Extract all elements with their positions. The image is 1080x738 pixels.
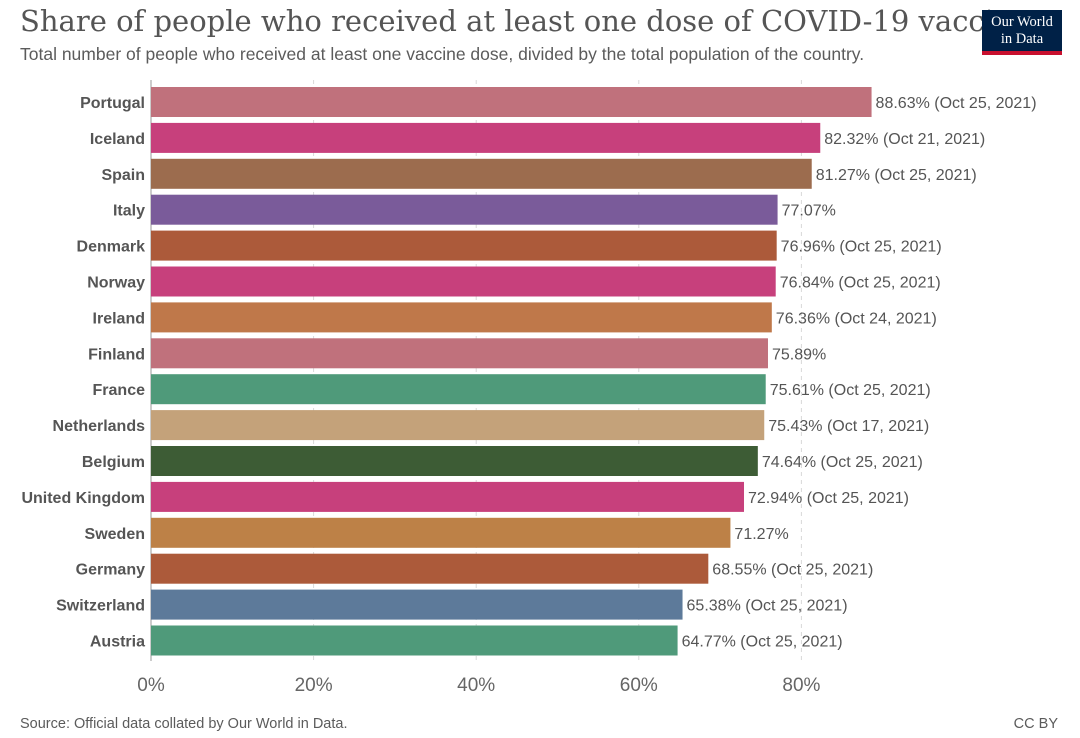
value-label: 82.32% (Oct 21, 2021) (824, 131, 985, 148)
value-label: 76.96% (Oct 25, 2021) (781, 239, 942, 256)
value-label: 65.38% (Oct 25, 2021) (687, 598, 848, 615)
bar[interactable] (151, 87, 872, 117)
bar[interactable] (151, 446, 758, 476)
bar[interactable] (151, 122, 821, 153)
category-label: Spain (101, 167, 145, 184)
value-label: 75.43% (Oct 17, 2021) (768, 418, 929, 435)
category-label: Norway (87, 275, 145, 292)
bar[interactable] (151, 374, 766, 405)
logo-line-2: in Data (1000, 31, 1044, 47)
category-label: Italy (113, 203, 145, 220)
value-label: 76.84% (Oct 25, 2021) (780, 275, 941, 292)
bar[interactable] (151, 338, 768, 369)
category-label: United Kingdom (21, 490, 145, 507)
bar[interactable] (151, 517, 731, 548)
bar-chart: 0% 20% 40% 60% 80% Portugal 88.63% (Oct 25, 20… (21, 80, 1037, 696)
bar[interactable] (151, 194, 778, 225)
bar[interactable] (151, 410, 765, 441)
chart-subtitle: Total number of people who received at l… (20, 44, 865, 64)
bar[interactable] (151, 230, 777, 261)
bar[interactable] (151, 553, 709, 584)
category-label: Denmark (77, 239, 146, 256)
category-label: Portugal (80, 95, 145, 112)
value-label: 75.89% (772, 346, 826, 363)
category-label: Germany (76, 562, 145, 579)
x-tick-label: 80% (782, 675, 820, 696)
bar[interactable] (151, 625, 678, 656)
category-label: Belgium (82, 454, 145, 471)
x-tick-label: 0% (137, 675, 165, 696)
value-label: 81.27% (Oct 25, 2021) (816, 167, 977, 184)
category-label: Finland (88, 346, 145, 363)
category-label: Sweden (85, 526, 145, 543)
value-label: 68.55% (Oct 25, 2021) (712, 562, 873, 579)
value-label: 64.77% (Oct 25, 2021) (682, 634, 843, 651)
logo-line-1: Our World (991, 14, 1053, 30)
category-label: France (93, 382, 146, 399)
category-label: Switzerland (56, 598, 145, 615)
value-label: 71.27% (734, 526, 788, 543)
bar[interactable] (151, 481, 745, 512)
x-tick-label: 60% (620, 675, 658, 696)
value-label: 88.63% (Oct 25, 2021) (876, 95, 1037, 112)
bar[interactable] (151, 158, 812, 189)
value-label: 72.94% (Oct 25, 2021) (748, 490, 909, 507)
value-label: 77.07% (782, 203, 836, 220)
x-tick-label: 40% (457, 675, 495, 696)
bar[interactable] (151, 266, 776, 297)
value-label: 74.64% (Oct 25, 2021) (762, 454, 923, 471)
bar[interactable] (151, 302, 772, 333)
category-label: Ireland (93, 310, 145, 327)
value-label: 76.36% (Oct 24, 2021) (776, 310, 937, 327)
category-label: Iceland (90, 131, 145, 148)
x-tick-label: 20% (295, 675, 333, 696)
chart-title: Share of people who received at least on… (20, 4, 1030, 38)
license-badge[interactable]: CC BY (1013, 716, 1058, 732)
value-label: 75.61% (Oct 25, 2021) (770, 382, 931, 399)
owid-logo[interactable]: Our World in Data (982, 10, 1062, 55)
category-label: Austria (90, 634, 145, 651)
category-label: Netherlands (53, 418, 146, 435)
bar[interactable] (151, 589, 683, 620)
source-note[interactable]: Source: Official data collated by Our Wo… (20, 716, 348, 732)
